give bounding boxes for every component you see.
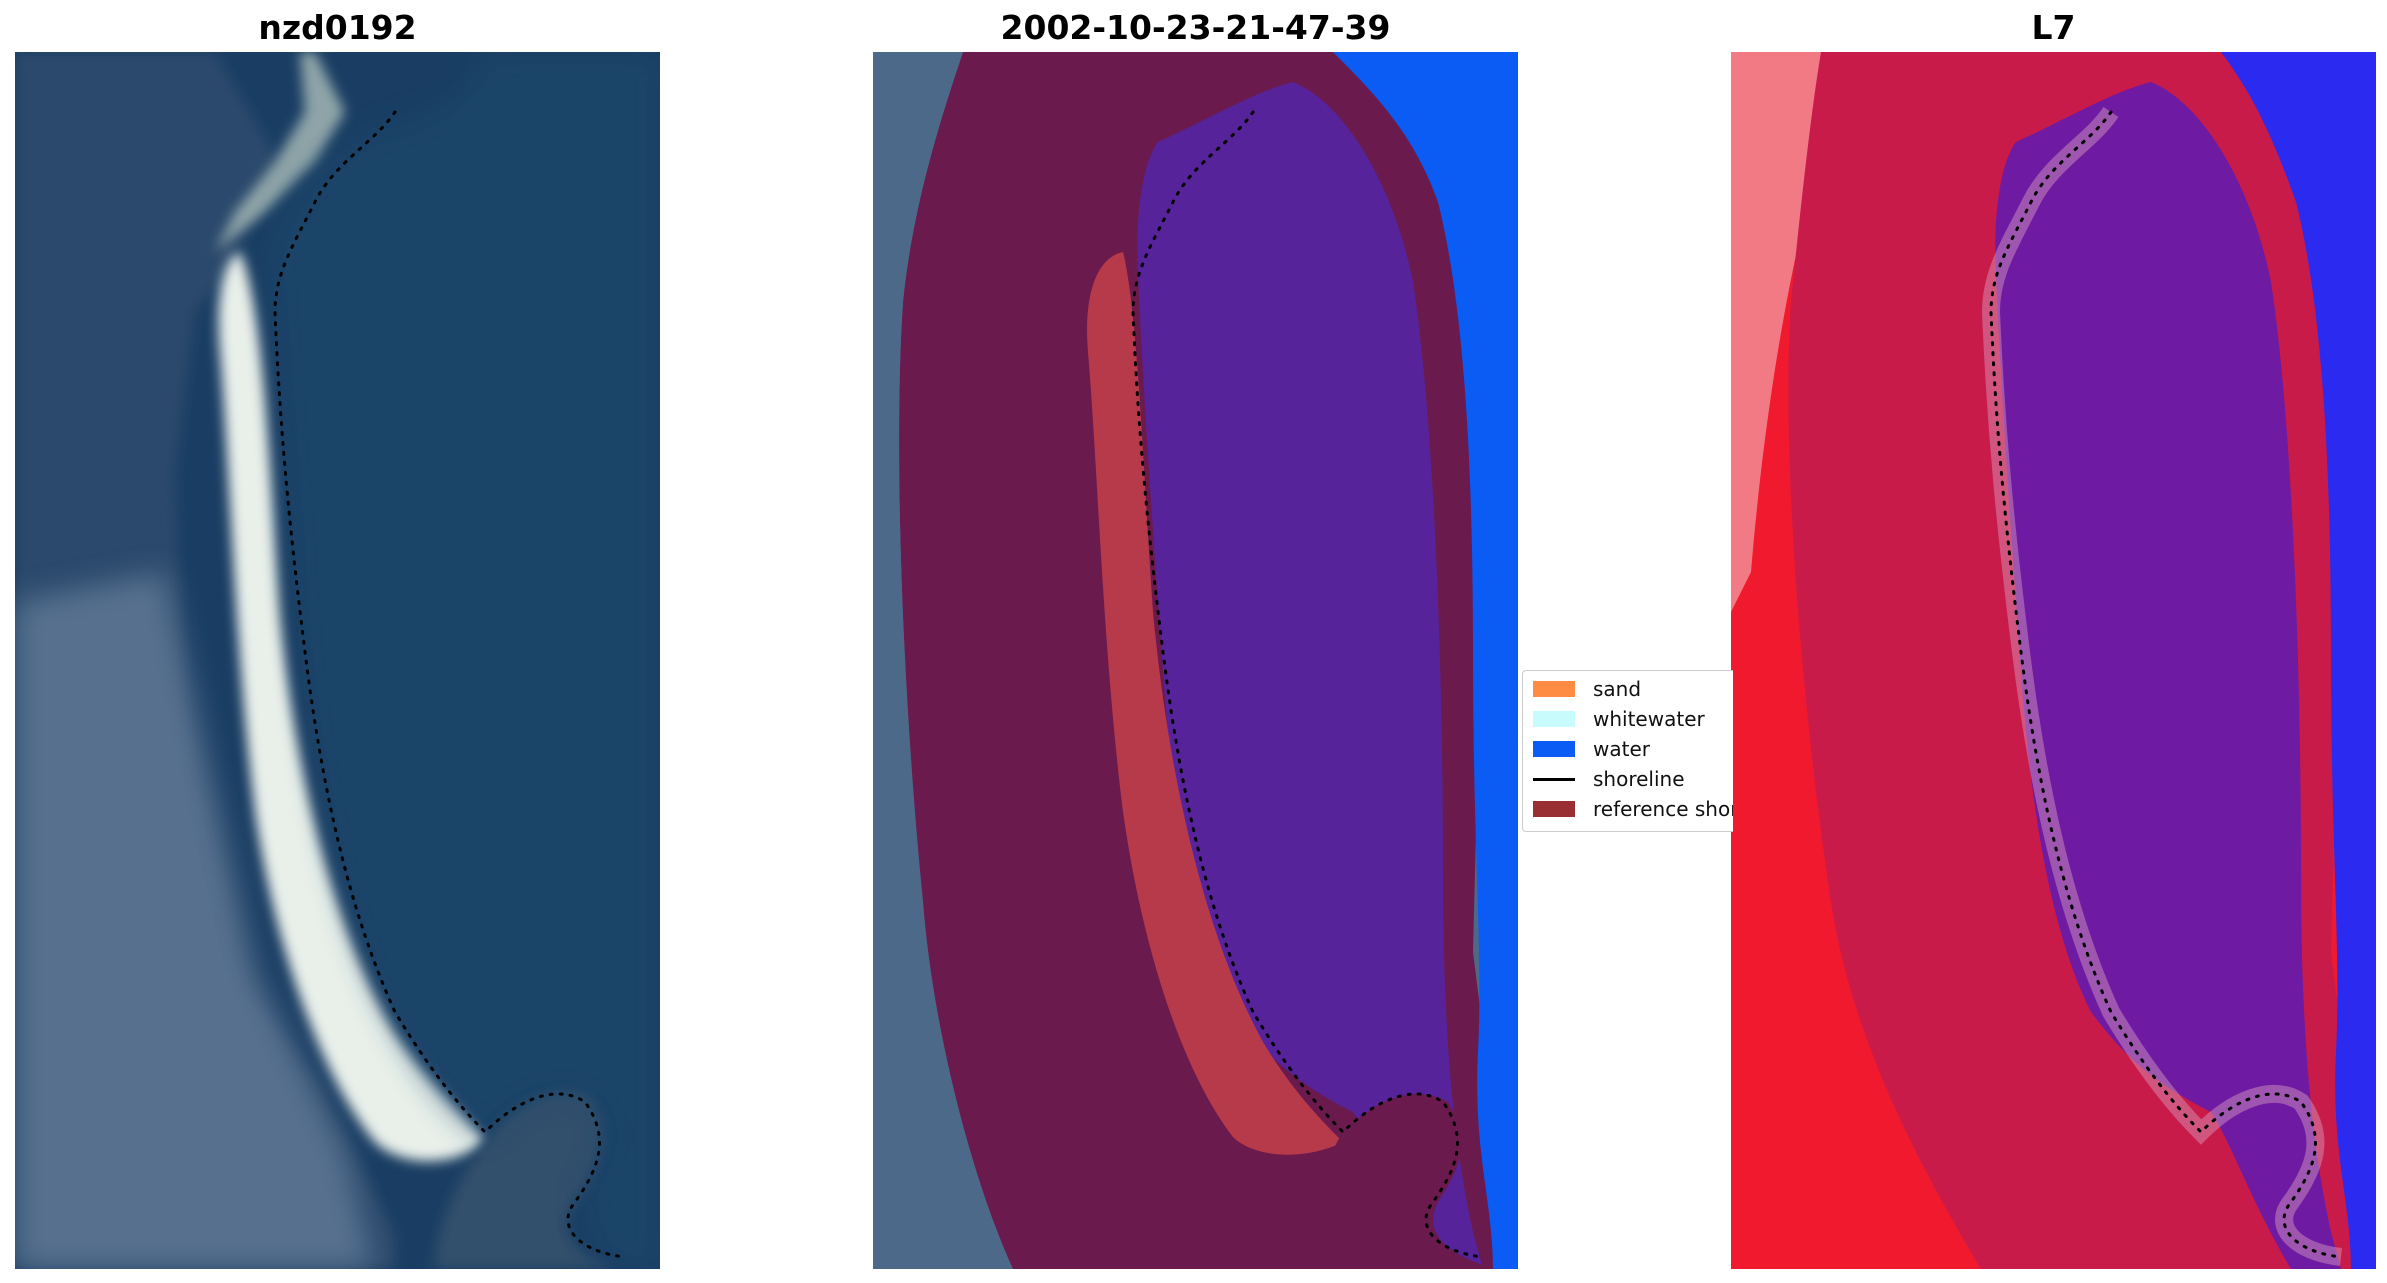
rgb-land-lowland [15,572,375,1269]
panel-title-classification: 2002-10-23-21-47-39 [1000,8,1391,47]
legend-label-water: water [1593,737,1650,761]
legend-swatch-reference-buffer [1533,801,1575,817]
index-shoreline [1989,110,2343,1259]
class-sand-region [1087,252,1343,1155]
legend-item-sand: sand [1533,677,1641,701]
legend-item-shoreline: shoreline [1533,767,1685,791]
rgb-image-canvas [15,52,660,1269]
rgb-inner-bay [270,52,660,1269]
legend-line-shoreline [1533,777,1575,781]
class-water [1333,52,1518,1269]
panel-title-rgb: nzd0192 [258,8,417,47]
legend-item-water: water [1533,737,1650,761]
index-inner-region [1995,82,2341,1269]
index-water [2221,52,2376,1269]
legend: sand whitewater water shoreline referenc… [1522,670,1733,832]
legend-label-reference-buffer: reference shoreline buffer [1593,797,1733,821]
rgb-sand-beach [218,252,486,1161]
index-land-northwest [1731,52,1851,612]
class-southern-headland [1319,1093,1493,1269]
class-land-outside [873,52,1013,1269]
legend-label-shoreline: shoreline [1593,767,1685,791]
index-canvas [1731,52,2376,1269]
classification-canvas [873,52,1518,1269]
index-image [1731,52,2376,1269]
legend-swatch-water [1533,741,1575,757]
rgb-satellite-image [15,52,660,1269]
legend-item-whitewater: whitewater [1533,707,1705,731]
rgb-southern-headland [435,1090,615,1269]
legend-item-reference-buffer: reference shoreline buffer [1533,797,1733,821]
legend-swatch-sand [1533,681,1575,697]
rgb-sand-spit-north [215,52,345,252]
class-shoreline [1131,110,1485,1259]
legend-label-sand: sand [1593,677,1642,701]
classification-image [873,52,1518,1269]
legend-label-whitewater: whitewater [1593,707,1705,731]
legend-swatch-whitewater [1533,711,1575,727]
panel-title-index: L7 [2031,8,2076,47]
rgb-shoreline [273,110,627,1259]
